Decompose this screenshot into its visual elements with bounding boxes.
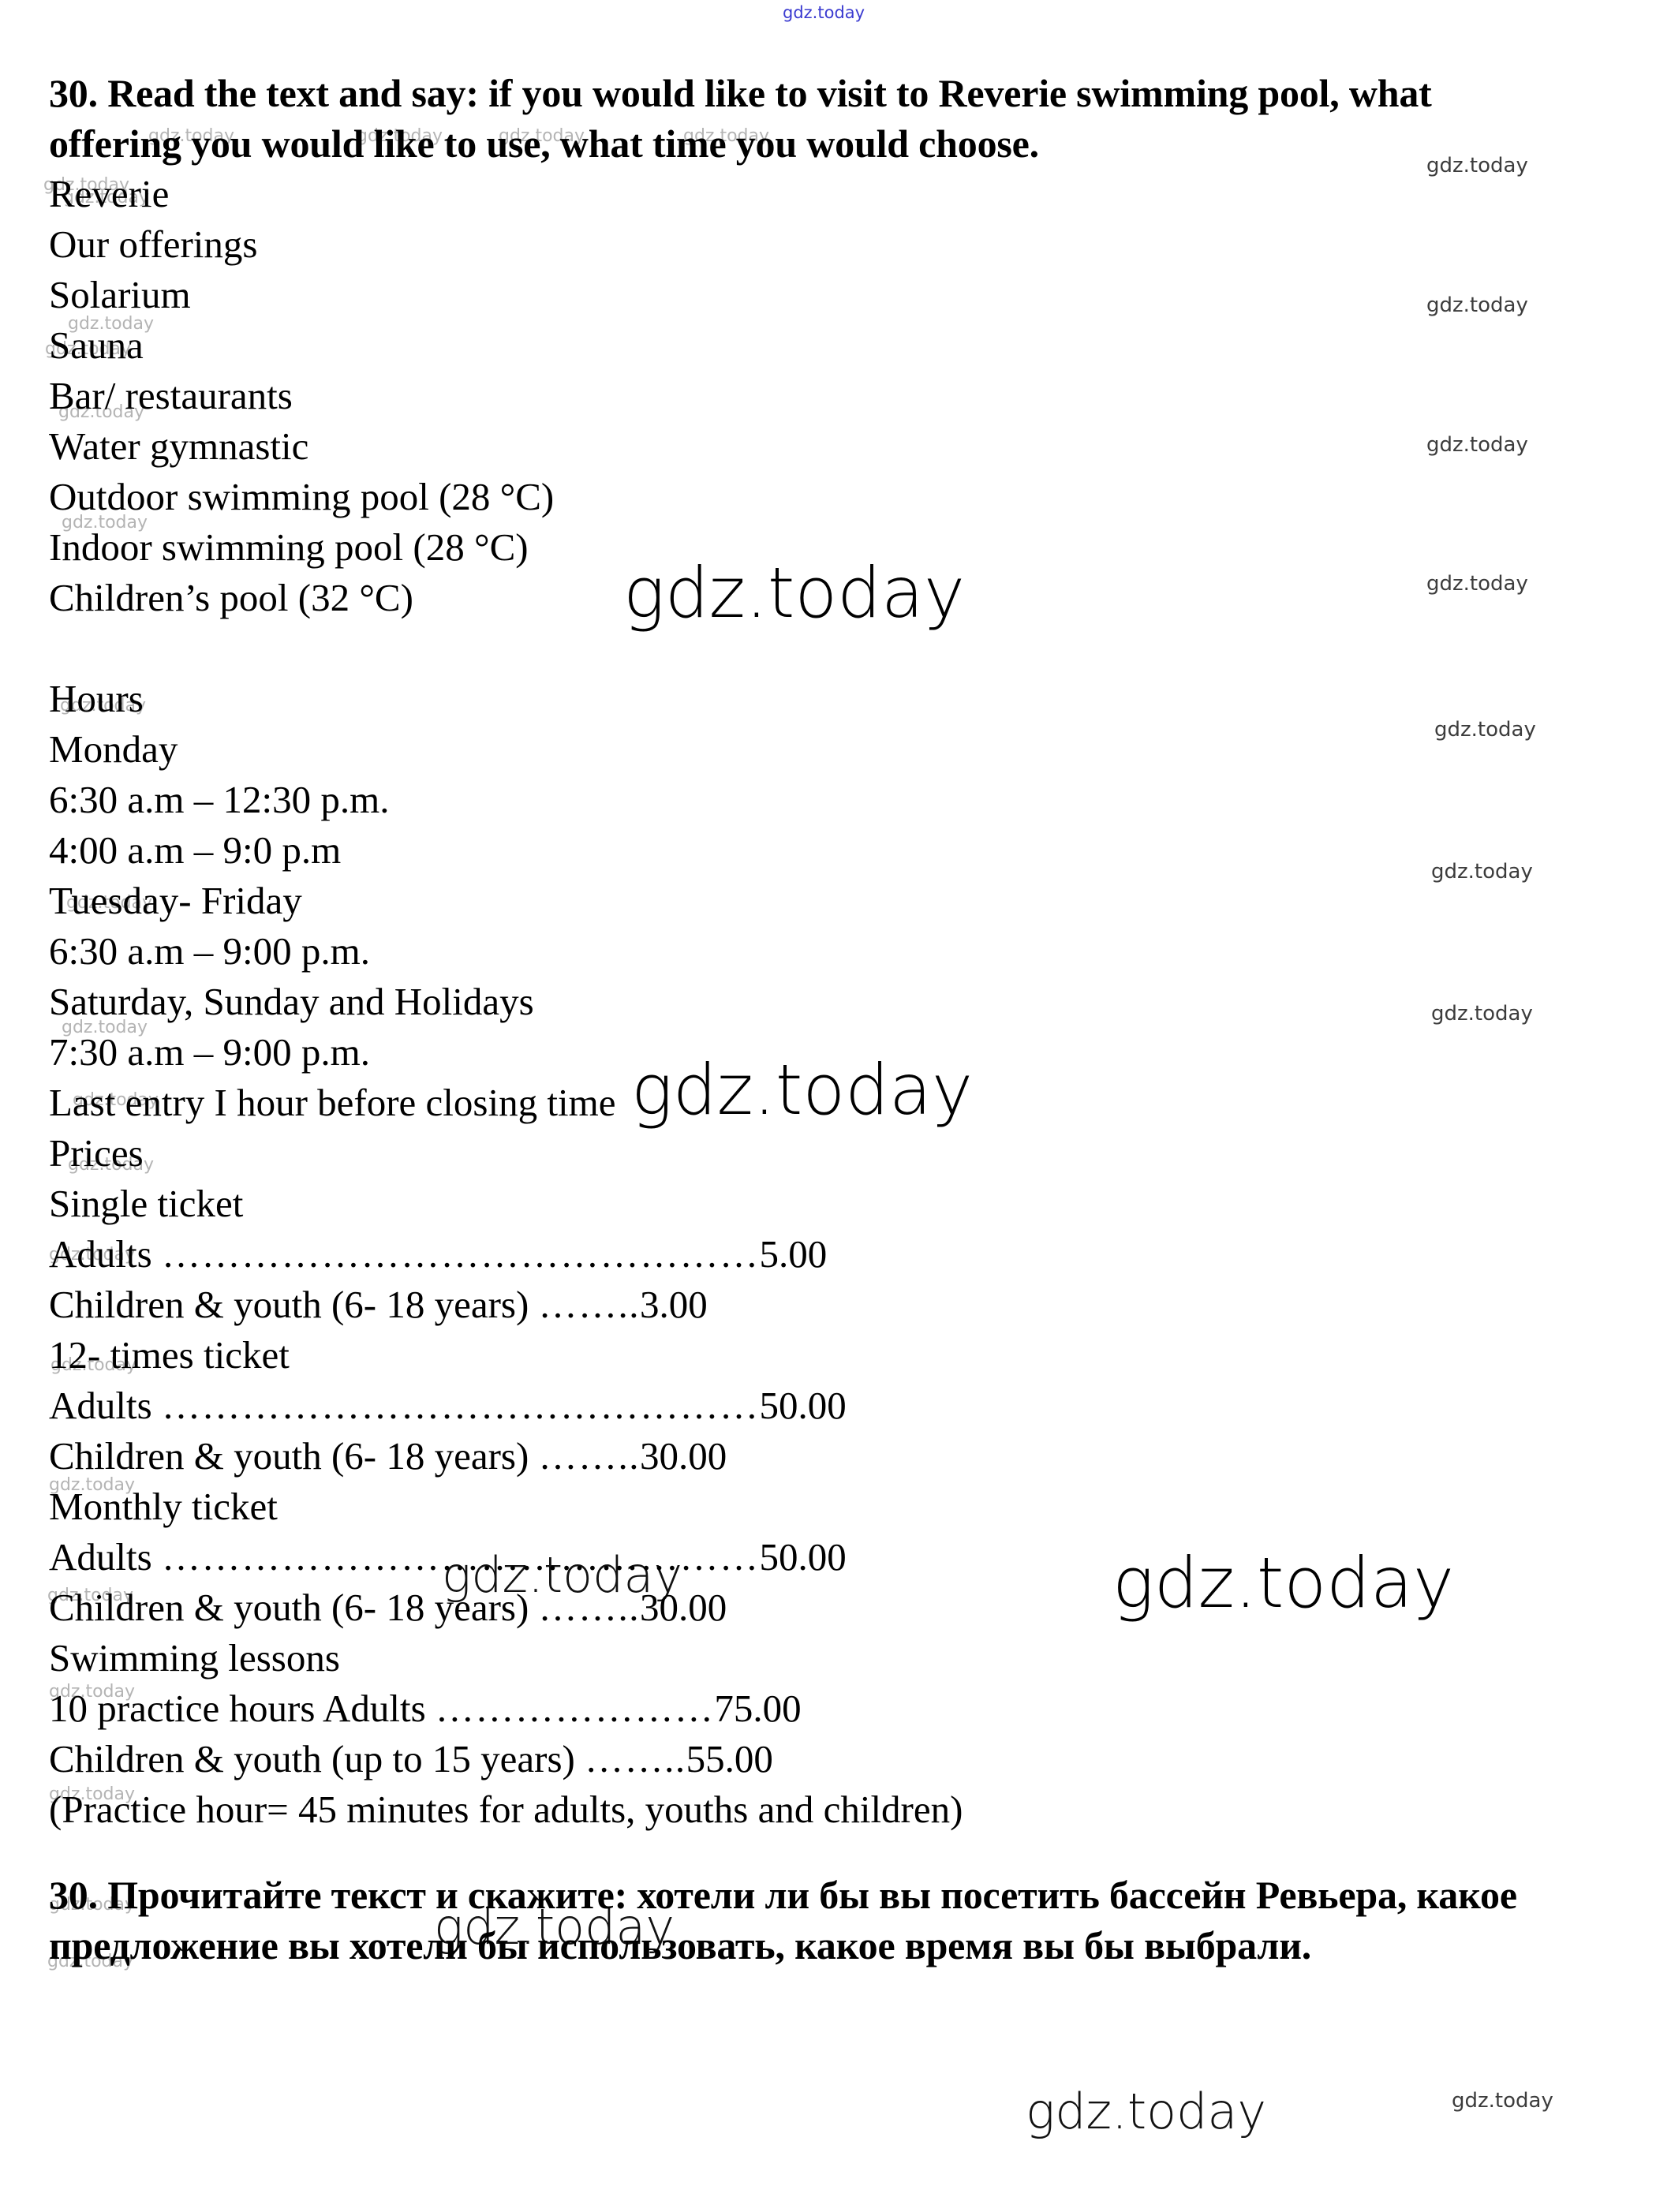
offering-item: Bar/ restaurants bbox=[49, 374, 293, 417]
offering-item: Solarium bbox=[49, 273, 191, 316]
hours-heading: Hours bbox=[49, 677, 144, 720]
offering-item: Indoor swimming pool (28 °C) bbox=[49, 525, 529, 569]
price-row: Adults ………………………………………5.00 bbox=[49, 1229, 1595, 1280]
price-row-leader: …….. bbox=[538, 1434, 641, 1478]
task-heading-russian: 30. Прочитайте текст и скажите: хотели л… bbox=[49, 1873, 1517, 1967]
price-row: Children & youth (6- 18 years) ……..3.00 bbox=[49, 1280, 1595, 1330]
price-row-leader: …….. bbox=[538, 1586, 641, 1629]
hours-item: Monday bbox=[49, 727, 178, 771]
price-row-label: Children & youth (6- 18 years) bbox=[49, 1283, 539, 1326]
price-row-value: 75.00 bbox=[714, 1687, 802, 1730]
hours-list: Monday 6:30 a.m – 12:30 p.m. 4:00 a.m – 9:… bbox=[49, 724, 1595, 1078]
price-row: Children & youth (6- 18 years) ……..30.00 bbox=[49, 1431, 1595, 1482]
price-group-name: Monthly ticket bbox=[49, 1485, 278, 1528]
price-group-name: Single ticket bbox=[49, 1182, 244, 1225]
price-row-label: Children & youth (6- 18 years) bbox=[49, 1434, 539, 1478]
section-gap bbox=[49, 623, 1595, 674]
price-row-value: 3.00 bbox=[640, 1283, 708, 1326]
price-row-leader: ……………………………………… bbox=[161, 1232, 760, 1276]
hours-item: 7:30 a.m – 9:00 p.m. bbox=[49, 1030, 370, 1074]
price-row-value: 30.00 bbox=[640, 1586, 727, 1629]
price-row-leader: …….. bbox=[538, 1283, 641, 1326]
offering-item: Water gymnastic bbox=[49, 424, 309, 468]
offering-item: Children’s pool (32 °C) bbox=[49, 576, 413, 619]
price-row-leader: ……………………………………… bbox=[161, 1535, 760, 1579]
offerings-list: Solarium Sauna Bar/ restaurants Water gymna… bbox=[49, 270, 1595, 623]
price-row: Children & youth (up to 15 years) ……..55… bbox=[49, 1734, 1595, 1784]
practice-hour-note: (Practice hour= 45 minutes for adults, y… bbox=[49, 1788, 963, 1831]
document-content: 30. Read the text and say: if you would … bbox=[49, 0, 1595, 1971]
hours-item: Saturday, Sunday and Holidays bbox=[49, 980, 534, 1023]
price-row-label: Adults bbox=[49, 1232, 162, 1276]
brochure-title: Reverie bbox=[49, 172, 170, 215]
last-entry-note: Last entry I hour before closing time bbox=[49, 1081, 616, 1124]
price-group-name: Swimming lessons bbox=[49, 1636, 340, 1680]
price-row: 10 practice hours Adults …………………75.00 bbox=[49, 1683, 1595, 1734]
hours-item: 6:30 a.m – 9:00 p.m. bbox=[49, 929, 370, 973]
offering-item: Outdoor swimming pool (28 °C) bbox=[49, 475, 555, 518]
hours-item: 4:00 a.m – 9:0 p.m bbox=[49, 828, 342, 872]
hours-item: Tuesday- Friday bbox=[49, 879, 302, 922]
price-groups: Single ticket Adults ………………………………………5.00 C… bbox=[49, 1179, 1595, 1784]
hours-item: 6:30 a.m – 12:30 p.m. bbox=[49, 778, 390, 821]
price-row-leader: …….. bbox=[585, 1737, 686, 1780]
price-row-label: Adults bbox=[49, 1535, 162, 1579]
price-row-label: Children & youth (up to 15 years) bbox=[49, 1737, 585, 1780]
watermark-right-bottom: gdz.today bbox=[1452, 2089, 1553, 2113]
prices-heading: Prices bbox=[49, 1131, 144, 1175]
price-row-value: 55.00 bbox=[686, 1737, 773, 1780]
offerings-heading: Our offerings bbox=[49, 222, 258, 266]
price-row-value: 30.00 bbox=[640, 1434, 727, 1478]
price-row-leader: ………………… bbox=[435, 1687, 715, 1730]
price-row-label: Adults bbox=[49, 1384, 162, 1427]
watermark-medium: gdz.today bbox=[1026, 2083, 1267, 2140]
price-row-leader: ……………………………………… bbox=[161, 1384, 760, 1427]
offering-item: Sauna bbox=[49, 323, 144, 367]
price-row: Adults ………………………………………50.00 bbox=[49, 1532, 1595, 1582]
price-row: Adults ………………………………………50.00 bbox=[49, 1381, 1595, 1431]
task-heading-english: 30. Read the text and say: if you would … bbox=[49, 71, 1432, 166]
price-row-label: 10 practice hours Adults bbox=[49, 1687, 436, 1730]
price-row-value: 5.00 bbox=[759, 1232, 828, 1276]
price-row: Children & youth (6- 18 years) ……..30.00 bbox=[49, 1582, 1595, 1633]
price-row-value: 50.00 bbox=[759, 1535, 847, 1579]
price-group-name: 12- times ticket bbox=[49, 1333, 290, 1377]
price-row-value: 50.00 bbox=[759, 1384, 847, 1427]
price-row-label: Children & youth (6- 18 years) bbox=[49, 1586, 539, 1629]
